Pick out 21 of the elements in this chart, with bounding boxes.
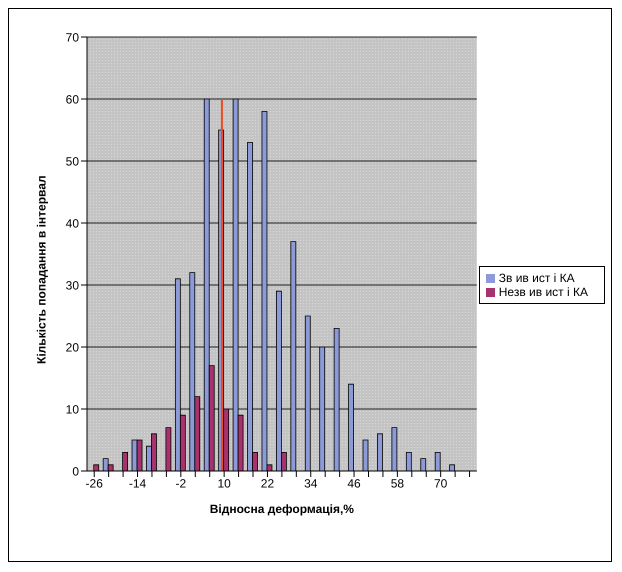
x-tick-label: 34 xyxy=(304,476,318,491)
x-axis-title: Відносна деформація,% xyxy=(210,502,354,516)
x-tick-label: 10 xyxy=(217,476,232,491)
x-tick-label: 46 xyxy=(347,476,362,491)
y-tick-label: 20 xyxy=(66,340,80,354)
y-axis-title: Кількість попадання в інтервал xyxy=(34,175,48,364)
x-tick-label: 58 xyxy=(390,476,404,491)
y-tick-label: 60 xyxy=(66,92,80,106)
y-tick-label: 40 xyxy=(66,216,80,230)
x-tick-label: 70 xyxy=(434,476,448,491)
y-tick-label: 0 xyxy=(72,464,80,478)
x-tick-label: 22 xyxy=(260,476,274,491)
legend-label: Незв ив ист і КА xyxy=(498,285,588,299)
y-tick-label: 10 xyxy=(66,402,80,416)
x-tick-label: -26 xyxy=(86,476,104,491)
x-tick-label: -14 xyxy=(128,476,147,491)
y-tick-label: 50 xyxy=(66,154,80,168)
y-tick-label: 70 xyxy=(66,30,80,44)
y-tick-label: 30 xyxy=(66,278,80,292)
x-tick-label: -2 xyxy=(175,476,186,491)
legend-label: Зв ив ист і КА xyxy=(498,271,575,285)
